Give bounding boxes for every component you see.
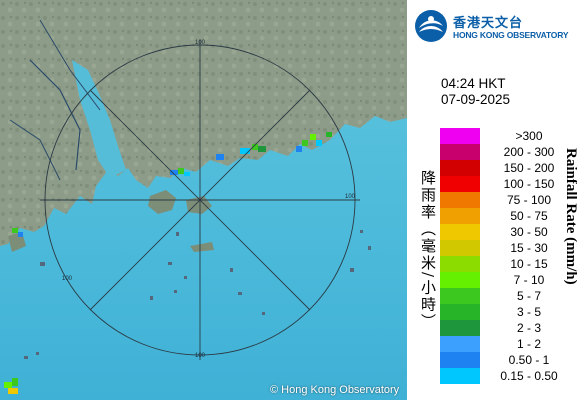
legend-label: 150 - 200 [503,161,555,175]
legend-label: 50 - 75 [510,209,548,223]
islets [24,230,371,359]
river [29,59,81,171]
legend-swatch [440,336,480,352]
legend-title-en: Rainfall Rate (mm/h) [563,148,577,285]
legend-item: 50 - 75 [440,208,575,224]
legend-label: >300 [515,129,543,143]
legend-swatch [440,144,480,160]
legend-item: 2 - 3 [440,320,575,336]
legend-label: 200 - 300 [503,145,555,159]
legend-item: 0.15 - 0.50 [440,368,575,384]
legend-item: 100 - 150 [440,176,575,192]
range-label: 100 [195,353,206,359]
radar-map-image: 100 100 100 100 [0,0,407,400]
legend-label: 15 - 30 [510,241,548,255]
island [186,196,212,214]
logo-name-en: HONG KONG OBSERVATORY [453,30,569,40]
legend-item: 5 - 7 [440,288,575,304]
island [190,242,214,252]
legend-label: 2 - 3 [516,321,541,335]
legend-label: 0.15 - 0.50 [500,369,558,383]
legend-item: 30 - 50 [440,224,575,240]
estuary [72,60,126,178]
legend-label: 10 - 15 [510,257,548,271]
legend-swatch [440,224,480,240]
date-label: 07-09-2025 [441,92,511,107]
range-label: 100 [62,276,73,282]
map-credit: © Hong Kong Observatory [270,384,400,396]
legend-swatch [440,128,480,144]
legend-item: 150 - 200 [440,160,575,176]
legend-label: 1 - 2 [516,337,541,351]
legend-item: 1 - 2 [440,336,575,352]
legend-label: 5 - 7 [516,289,541,303]
mainland [0,0,407,246]
legend-swatch [440,256,480,272]
legend-swatch [440,192,480,208]
range-rings [40,40,360,360]
legend-item: 7 - 10 [440,272,575,288]
legend-swatch [440,176,480,192]
legend-swatch [440,272,480,288]
legend-item: 15 - 30 [440,240,575,256]
time-label: 04:24 HKT [441,76,506,91]
legend-item: >300 [440,128,575,144]
range-label: 100 [195,40,206,46]
legend-swatch [440,320,480,336]
legend-label: 7 - 10 [513,273,545,287]
legend-item: 10 - 15 [440,256,575,272]
legend-swatch [440,160,480,176]
timestamp: 04:24 HKT 07-09-2025 [441,76,510,108]
radar-map: 100 100 100 100 © Hong Kong Observatory [0,0,407,400]
rain-echoes [4,132,332,394]
legend-swatch [440,208,480,224]
legend-swatch [440,368,480,384]
legend-swatch [440,304,480,320]
legend-item: 3 - 5 [440,304,575,320]
legend-label: 75 - 100 [506,193,552,207]
hko-logo: 香港天文台 HONG KONG OBSERVATORY [413,8,575,44]
legend-item: 75 - 100 [440,192,575,208]
legend-item: 200 - 300 [440,144,575,160]
river [9,119,61,181]
legend-swatch [440,288,480,304]
legend-label: 30 - 50 [510,225,548,239]
legend-title-zh: 降雨率（毫米/小時） [419,170,437,331]
hko-logo-icon [415,10,447,42]
legend-label: 3 - 5 [516,305,541,319]
river [39,19,101,111]
legend: >300 200 - 300 150 - 200 100 - 150 75 - 100 5… [440,128,575,384]
legend-panel: 香港天文台 HONG KONG OBSERVATORY 04:24 HKT 07… [407,0,577,400]
legend-label: 0.50 - 1 [508,353,550,367]
range-label: 100 [345,194,356,200]
legend-swatch [440,240,480,256]
legend-label: 100 - 150 [503,177,555,191]
legend-item: 0.50 - 1 [440,352,575,368]
island [148,190,176,214]
legend-swatch [440,352,480,368]
logo-name-zh: 香港天文台 [453,16,524,31]
